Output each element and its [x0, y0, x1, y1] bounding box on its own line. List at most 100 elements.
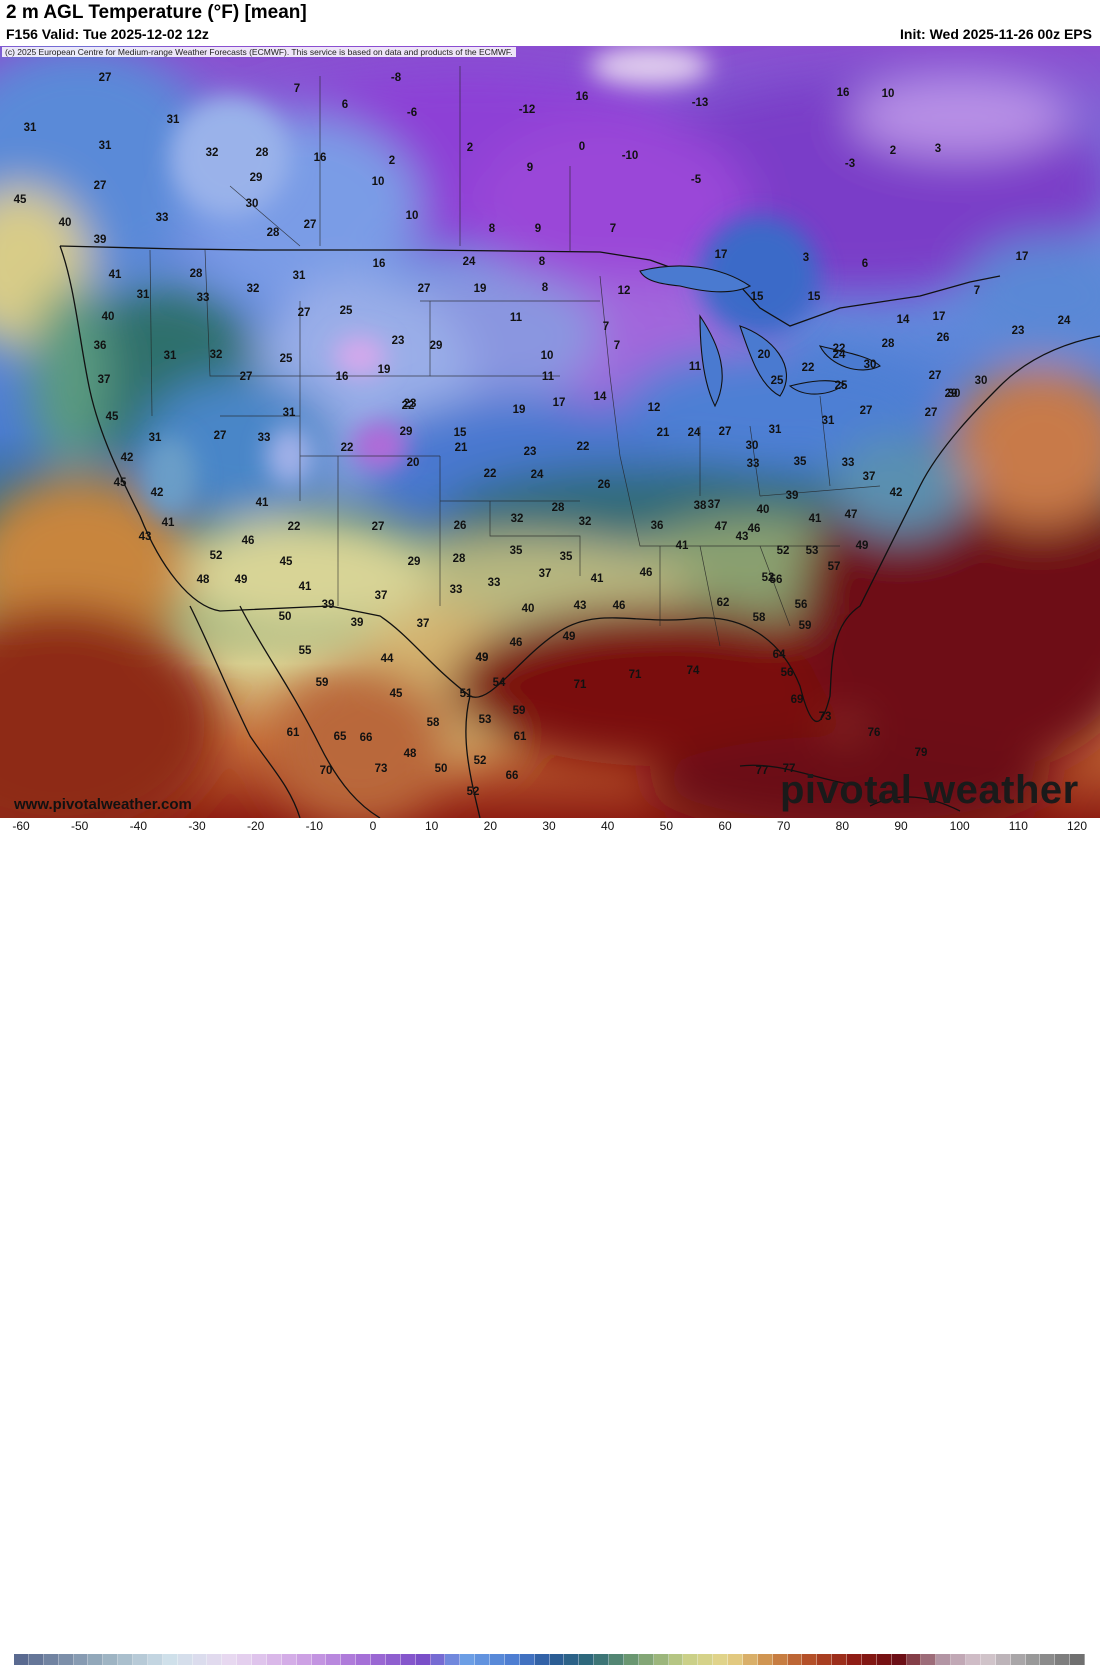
- colorbar-segment: [266, 1654, 282, 1665]
- temperature-value: 37: [98, 374, 111, 386]
- temperature-value: 41: [591, 573, 604, 585]
- temperature-value: -5: [691, 174, 702, 186]
- temperature-value: 12: [618, 285, 631, 297]
- temperature-value: 52: [210, 550, 223, 562]
- colorbar-segment: [1070, 1654, 1085, 1665]
- temperature-value: 40: [757, 504, 770, 516]
- colorbar-segment: [713, 1654, 728, 1665]
- temperature-value: -8: [391, 72, 402, 84]
- colorbar-segment: [490, 1654, 505, 1665]
- temperature-value: 71: [629, 669, 642, 681]
- temperature-value: 31: [293, 270, 306, 282]
- temperature-value: 21: [657, 427, 670, 439]
- temperature-value: 33: [747, 458, 760, 470]
- temperature-value: 24: [1058, 315, 1071, 327]
- temperature-value: 41: [676, 540, 689, 552]
- temperature-value: 46: [613, 600, 626, 612]
- temperature-value: 39: [94, 234, 107, 246]
- temperature-value: 28: [190, 268, 203, 280]
- temperature-value: 16: [837, 87, 850, 99]
- colorbar-segment: [504, 1654, 520, 1665]
- temperature-value: 32: [579, 516, 592, 528]
- temperature-value: 2: [389, 155, 395, 167]
- temperature-value: 35: [794, 456, 807, 468]
- temperature-value: 42: [890, 487, 903, 499]
- temperature-value: 31: [283, 407, 296, 419]
- colorbar-segment: [400, 1654, 416, 1665]
- temperature-value: 66: [360, 732, 373, 744]
- temperature-value: -6: [407, 107, 417, 119]
- temperature-value: 52: [467, 786, 480, 798]
- colorbar-segment: [698, 1654, 714, 1665]
- temperature-value: 27: [418, 283, 431, 295]
- website-label[interactable]: www.pivotalweather.com: [14, 796, 192, 813]
- temperature-value: 27: [298, 307, 311, 319]
- temperature-value: 62: [717, 597, 730, 609]
- ecmwf-credit: (c) 2025 European Centre for Medium-rang…: [2, 47, 516, 57]
- temperature-value: 33: [197, 292, 210, 304]
- temperature-value: 73: [819, 711, 832, 723]
- temperature-value: 47: [845, 509, 858, 521]
- temperature-value: 42: [121, 452, 134, 464]
- temperature-value: 10: [372, 176, 385, 188]
- colorbar-segment: [371, 1654, 386, 1665]
- colorbar-segment: [1040, 1654, 1056, 1665]
- colorbar-segment: [683, 1654, 699, 1665]
- temperature-value: 22: [402, 400, 415, 412]
- temperature-value: 22: [802, 362, 815, 374]
- temperature-value: 43: [574, 600, 587, 612]
- temperature-value: 32: [511, 513, 524, 525]
- colorbar-segment: [341, 1654, 357, 1665]
- temperature-value: -13: [692, 97, 709, 109]
- temperature-value: 59: [513, 705, 526, 717]
- temperature-value: 45: [280, 556, 293, 568]
- valid-time: F156 Valid: Tue 2025-12-02 12z: [6, 26, 209, 42]
- temperature-value: 22: [833, 343, 846, 355]
- colorbar-tick: 100: [949, 819, 970, 833]
- colorbar-segment: [14, 1654, 29, 1665]
- temperature-value: 10: [882, 88, 895, 100]
- temperature-value: 28: [267, 227, 280, 239]
- temperature-value: 11: [689, 361, 702, 373]
- temperature-value: 10: [406, 210, 419, 222]
- temperature-value: 2: [467, 142, 473, 154]
- colorbar-segment: [861, 1654, 877, 1665]
- colorbar-segment: [936, 1654, 952, 1665]
- colorbar-tick: -10: [305, 819, 323, 833]
- colorbar-segment: [133, 1654, 148, 1665]
- colorbar-tick: 0: [369, 819, 377, 833]
- colorbar-segment: [802, 1654, 818, 1665]
- temperature-value: 22: [341, 442, 354, 454]
- colorbar-segment: [222, 1654, 238, 1665]
- colorbar-segment: [1010, 1654, 1026, 1665]
- temperature-value: 27: [719, 426, 732, 438]
- temperature-value: 39: [786, 490, 799, 502]
- map-title: 2 m AGL Temperature (°F) [mean]: [6, 2, 307, 23]
- temperature-value: 19: [378, 364, 391, 376]
- colorbar-segment: [118, 1654, 133, 1665]
- colorbar-segment: [296, 1654, 312, 1665]
- colorbar-segment: [980, 1654, 996, 1665]
- temperature-value: 51: [460, 688, 473, 700]
- colorbar-segment: [638, 1654, 654, 1665]
- temperature-map[interactable]: 27 31 31 27 45 40 39 33 31 32 29 28 30 28 27 16 7 2 10 10 6-…: [0, 46, 1100, 818]
- temperature-value: 27: [240, 371, 253, 383]
- temperature-value: 36: [651, 520, 664, 532]
- temperature-value: 49: [856, 540, 869, 552]
- temperature-value: 28: [453, 553, 466, 565]
- temperature-value: 31: [24, 122, 37, 134]
- temperature-value: 57: [828, 561, 841, 573]
- colorbar-tick: 40: [600, 819, 615, 833]
- temperature-value: 31: [164, 350, 177, 362]
- temperature-value: 28: [882, 338, 895, 350]
- colorbar-segment: [579, 1654, 595, 1665]
- temperature-value: 65: [334, 731, 347, 743]
- temperature-value: 38: [694, 500, 707, 512]
- temperature-value: 22: [577, 441, 590, 453]
- temperature-value: 23: [1012, 325, 1025, 337]
- temperature-value: 30: [746, 440, 759, 452]
- temperature-value: 33: [450, 584, 463, 596]
- temperature-value: 28: [256, 147, 269, 159]
- temperature-value: 6: [342, 99, 348, 111]
- temperature-value: 22: [288, 521, 301, 533]
